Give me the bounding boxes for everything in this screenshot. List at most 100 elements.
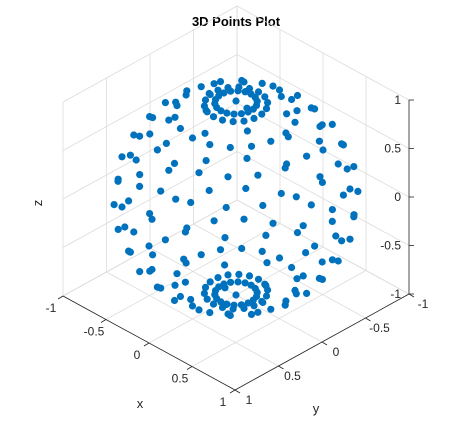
data-point (223, 109, 231, 117)
data-point (240, 117, 248, 125)
data-point (262, 105, 271, 113)
data-point (206, 309, 214, 317)
data-point (171, 113, 179, 121)
data-point (234, 278, 242, 286)
data-point (203, 108, 211, 116)
data-point (118, 203, 126, 211)
data-point (202, 157, 210, 165)
z-tick-label: 0 (394, 190, 401, 204)
data-point (319, 146, 327, 154)
data-point (195, 306, 203, 314)
data-point (172, 195, 180, 203)
grid-line (62, 5, 238, 103)
data-point (247, 281, 255, 289)
data-point (173, 102, 181, 110)
data-point (328, 256, 336, 264)
data-point (267, 137, 275, 145)
data-point (180, 255, 188, 263)
data-point (334, 160, 342, 168)
data-point (161, 99, 169, 107)
data-point (161, 236, 169, 244)
y-tick-mark (229, 389, 236, 394)
data-point (136, 268, 144, 276)
data-point (241, 279, 249, 287)
data-point (328, 217, 336, 225)
data-point (283, 110, 291, 118)
data-point (206, 278, 214, 286)
z-tick-label: -0.5 (380, 239, 401, 253)
data-point (205, 186, 213, 195)
data-point (149, 114, 157, 122)
data-point (197, 83, 205, 91)
data-point (221, 234, 229, 242)
x-tick-label: -1 (418, 297, 429, 311)
data-point (136, 182, 144, 190)
z-tick-label: -1 (390, 287, 401, 301)
points-layer (110, 76, 362, 320)
x-tick-mark (408, 293, 415, 298)
data-point (218, 116, 227, 124)
data-point (311, 105, 319, 113)
data-point (130, 228, 138, 236)
data-point (110, 201, 118, 209)
data-point (214, 86, 222, 94)
data-point (223, 300, 231, 308)
grid-line (106, 271, 279, 367)
data-point (318, 258, 326, 266)
data-point (258, 110, 266, 118)
data-point (125, 247, 133, 255)
data-point (181, 278, 189, 286)
data-point (226, 143, 234, 152)
data-point (328, 206, 336, 214)
z-tick-label: 0.5 (384, 142, 401, 156)
data-point (243, 127, 251, 135)
y-tick-mark (100, 319, 107, 323)
data-point (162, 139, 170, 147)
x-tick-label: 0.5 (284, 369, 301, 383)
data-point (242, 184, 250, 193)
data-point (213, 295, 221, 303)
data-point (343, 165, 351, 173)
data-point (288, 263, 296, 272)
data-point (338, 140, 346, 148)
data-point (281, 301, 289, 309)
data-point (181, 228, 189, 236)
data-point (264, 99, 272, 107)
data-point (224, 173, 232, 181)
data-point (288, 95, 296, 104)
data-point (171, 281, 179, 289)
data-point (281, 164, 289, 172)
y-tick-label: -0.5 (84, 325, 105, 339)
data-point (292, 193, 300, 201)
x-tick-mark (278, 365, 284, 370)
y-tick-label: 0.5 (172, 372, 189, 386)
data-point (247, 310, 256, 318)
data-point (216, 78, 225, 86)
data-point (165, 166, 173, 174)
x-tick-mark (321, 341, 328, 346)
data-point (210, 217, 218, 225)
x-axis-label: x (137, 396, 144, 411)
data-point (247, 142, 256, 150)
x-tick-mark (234, 389, 241, 394)
grid-line (62, 54, 238, 151)
data-point (213, 103, 221, 112)
x-tick-label: -0.5 (369, 321, 390, 335)
data-point (118, 153, 126, 161)
x-tick-mark (365, 317, 371, 322)
data-point (153, 146, 161, 154)
data-point (315, 137, 323, 145)
data-point (187, 295, 195, 304)
data-point (262, 282, 270, 290)
data-point (230, 301, 238, 309)
data-point (247, 90, 255, 98)
data-point (318, 178, 326, 186)
y-tick-mark (143, 342, 150, 347)
data-point (188, 134, 197, 142)
data-point (230, 110, 238, 118)
data-point (338, 237, 346, 245)
data-point (346, 185, 354, 193)
data-point (254, 308, 262, 316)
grid-line (236, 5, 410, 101)
